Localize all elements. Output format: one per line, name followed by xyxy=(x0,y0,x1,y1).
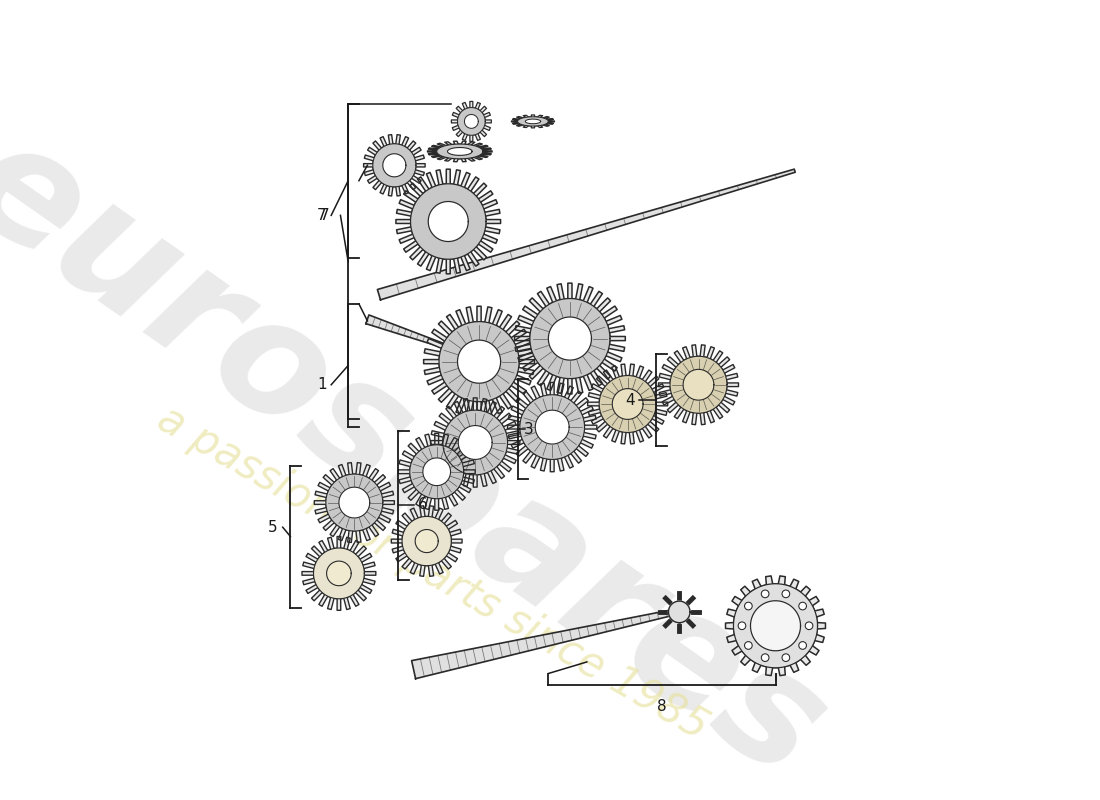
Circle shape xyxy=(761,590,769,598)
Polygon shape xyxy=(526,119,541,124)
Polygon shape xyxy=(437,144,483,159)
Polygon shape xyxy=(422,458,451,486)
Polygon shape xyxy=(339,487,370,518)
Polygon shape xyxy=(410,445,464,498)
Polygon shape xyxy=(613,389,644,419)
Circle shape xyxy=(782,590,790,598)
Circle shape xyxy=(782,654,790,662)
Polygon shape xyxy=(459,426,492,459)
Polygon shape xyxy=(670,356,727,414)
Text: 5: 5 xyxy=(267,520,277,534)
Polygon shape xyxy=(302,537,376,610)
Text: 7: 7 xyxy=(317,208,327,223)
Polygon shape xyxy=(396,169,500,274)
Polygon shape xyxy=(392,506,462,576)
Polygon shape xyxy=(458,340,500,383)
Polygon shape xyxy=(549,317,592,360)
Polygon shape xyxy=(398,434,475,510)
Polygon shape xyxy=(383,154,406,177)
Polygon shape xyxy=(327,561,351,586)
Polygon shape xyxy=(403,517,451,566)
Polygon shape xyxy=(659,345,738,425)
Text: a passion for parts since 1985: a passion for parts since 1985 xyxy=(150,398,716,749)
Polygon shape xyxy=(415,530,438,553)
Polygon shape xyxy=(366,315,468,355)
Polygon shape xyxy=(326,474,383,531)
Polygon shape xyxy=(750,601,801,650)
Polygon shape xyxy=(669,601,690,622)
Circle shape xyxy=(805,622,813,630)
Polygon shape xyxy=(315,462,394,542)
Polygon shape xyxy=(424,306,535,417)
Circle shape xyxy=(745,602,752,610)
Polygon shape xyxy=(726,576,825,676)
Polygon shape xyxy=(314,548,364,599)
Text: 3: 3 xyxy=(524,422,534,437)
Polygon shape xyxy=(364,134,425,196)
Text: eurospares: eurospares xyxy=(0,105,852,800)
Polygon shape xyxy=(458,107,485,135)
Circle shape xyxy=(799,602,806,610)
Polygon shape xyxy=(520,394,584,459)
Polygon shape xyxy=(410,184,486,259)
Polygon shape xyxy=(734,584,817,668)
Polygon shape xyxy=(536,410,569,444)
Text: 6: 6 xyxy=(418,498,427,512)
Polygon shape xyxy=(683,370,714,400)
Text: 8: 8 xyxy=(657,699,667,714)
Polygon shape xyxy=(430,398,520,487)
Polygon shape xyxy=(600,375,656,433)
Polygon shape xyxy=(428,141,492,162)
Polygon shape xyxy=(464,114,478,128)
Polygon shape xyxy=(515,283,625,394)
Polygon shape xyxy=(439,322,519,402)
Polygon shape xyxy=(443,410,507,475)
Circle shape xyxy=(738,622,746,630)
Polygon shape xyxy=(530,298,609,378)
Polygon shape xyxy=(411,609,676,678)
Polygon shape xyxy=(451,102,492,142)
Polygon shape xyxy=(448,147,472,155)
Text: 7: 7 xyxy=(319,208,329,223)
Circle shape xyxy=(745,642,752,650)
Polygon shape xyxy=(507,382,597,472)
Polygon shape xyxy=(377,169,795,300)
Circle shape xyxy=(761,654,769,662)
Polygon shape xyxy=(428,202,469,242)
Text: 4: 4 xyxy=(625,393,635,408)
Polygon shape xyxy=(587,364,668,444)
Polygon shape xyxy=(512,115,554,128)
Circle shape xyxy=(799,642,806,650)
Polygon shape xyxy=(373,144,416,187)
Polygon shape xyxy=(518,117,548,126)
Text: 1: 1 xyxy=(317,378,327,392)
